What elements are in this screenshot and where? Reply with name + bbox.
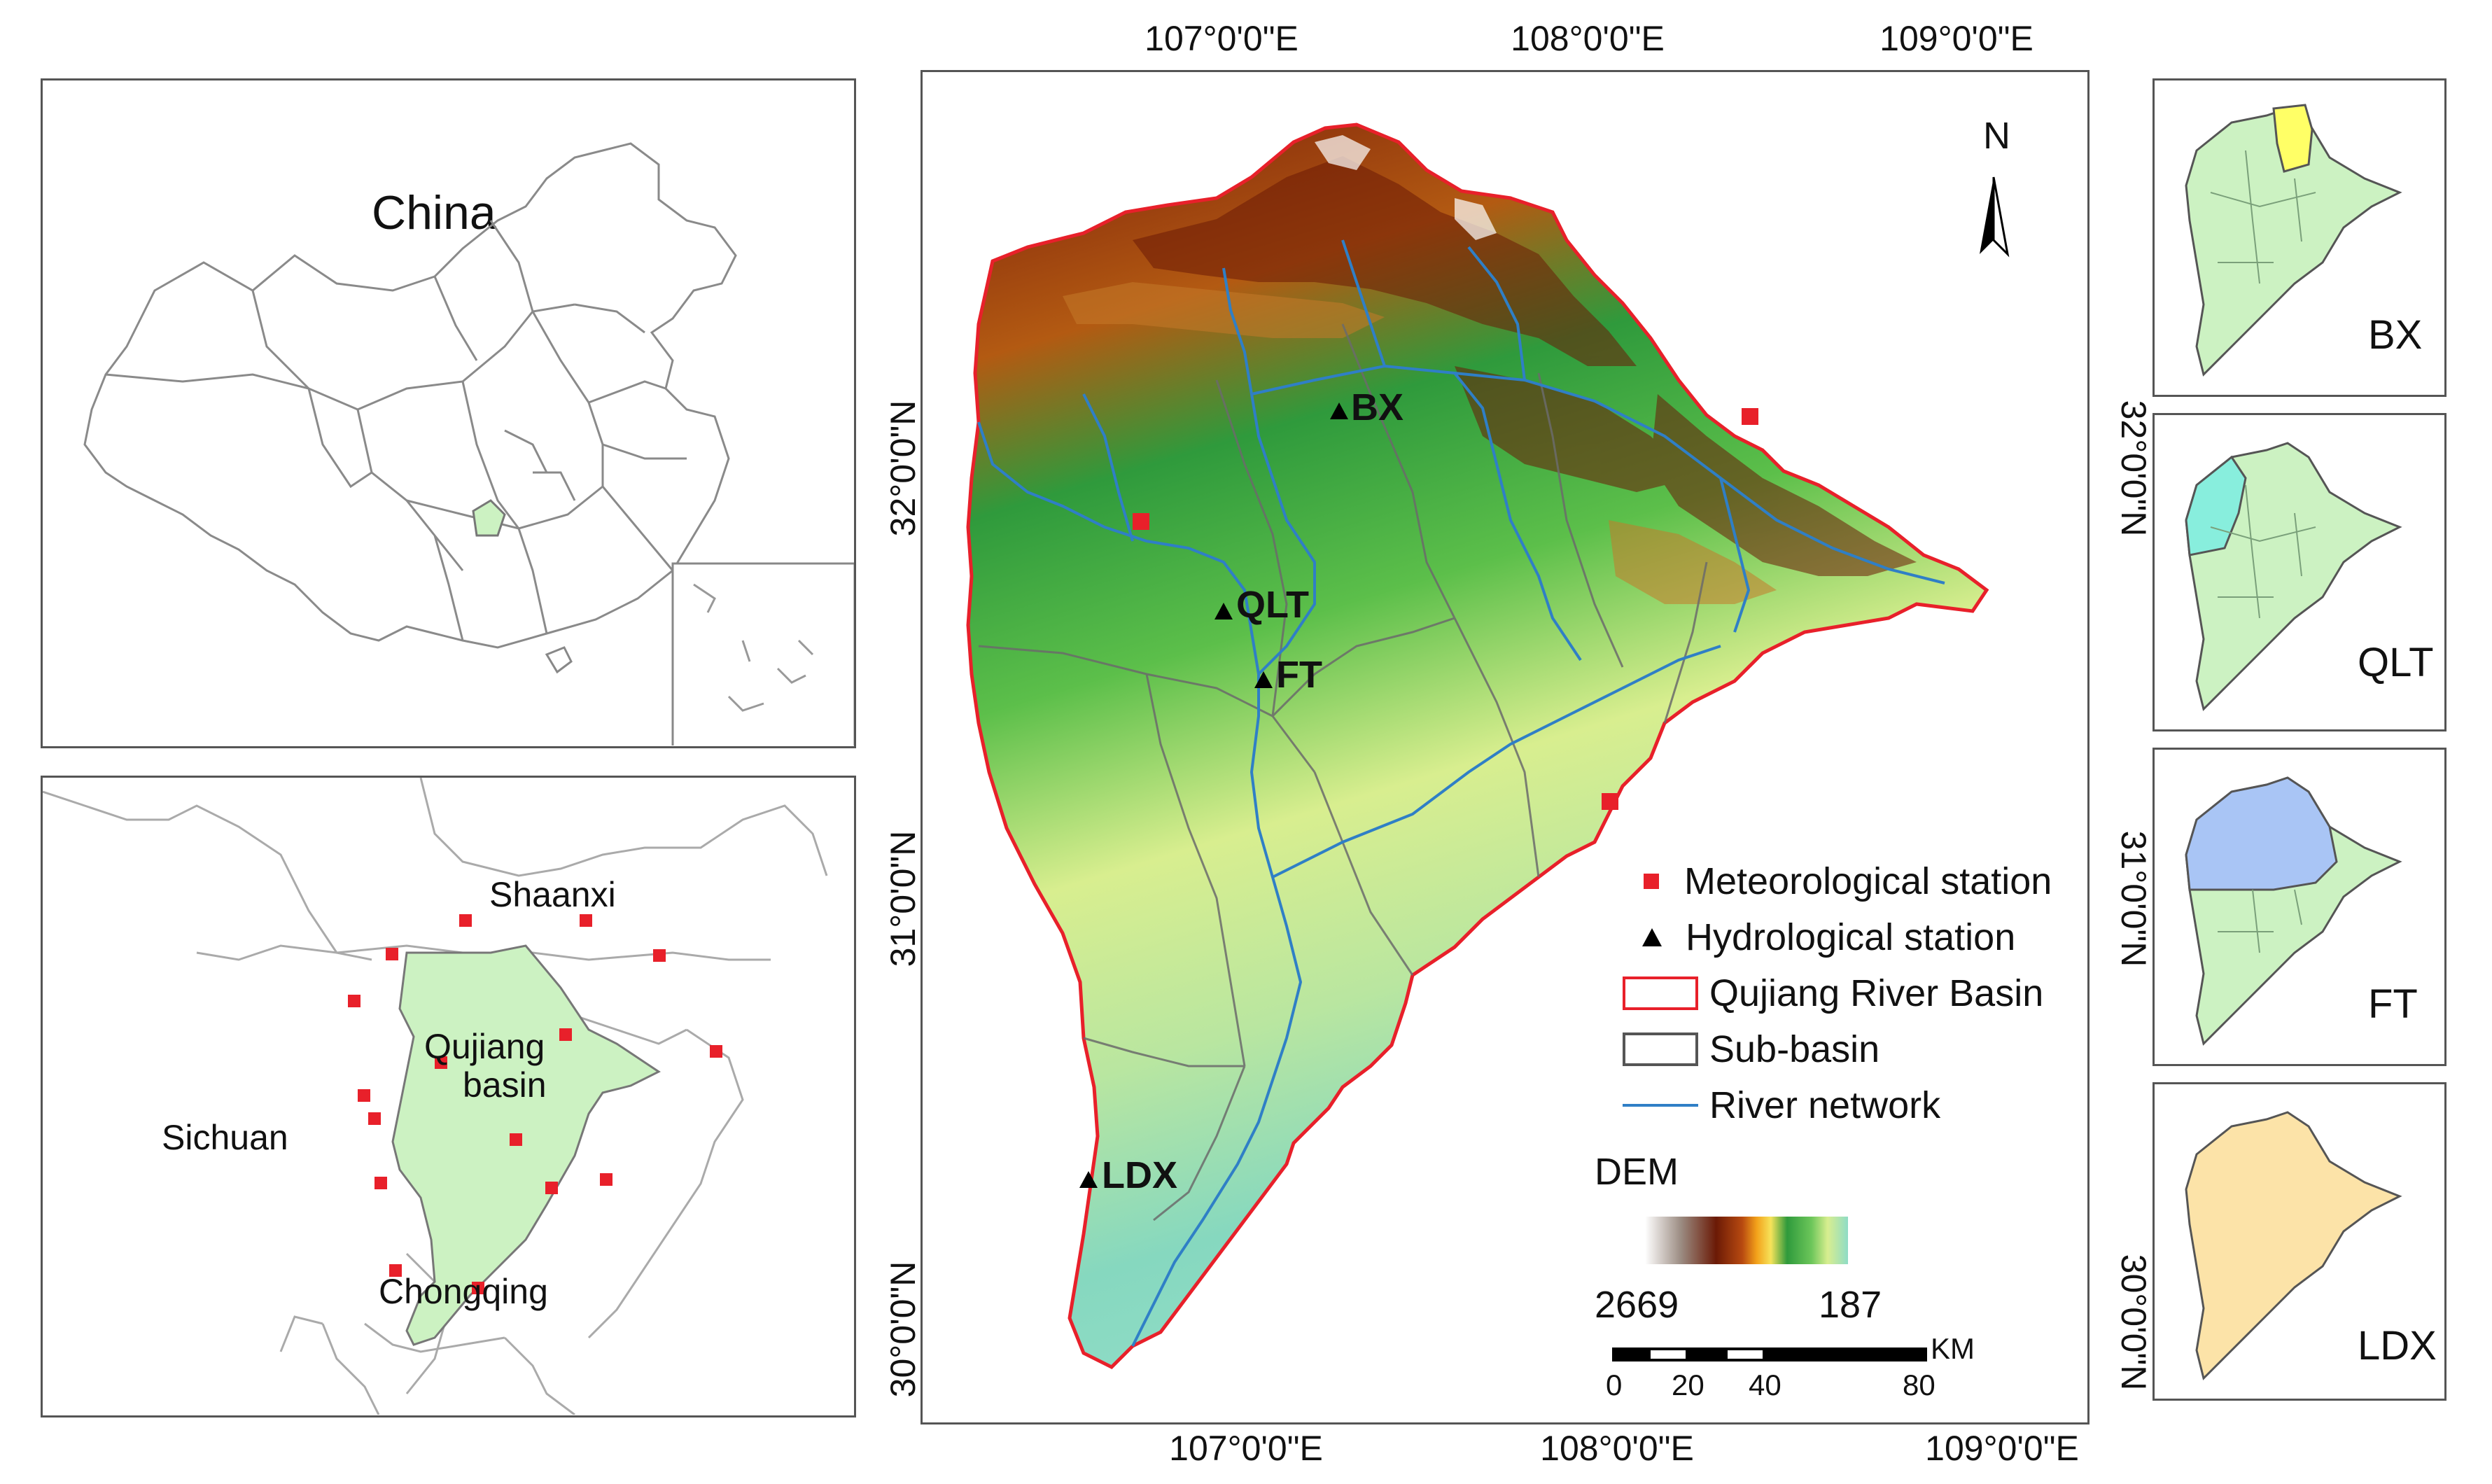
basin-thumbnail-map bbox=[2185, 776, 2402, 1046]
thumbnail-label: FT bbox=[2368, 981, 2418, 1027]
station-label-ft: FT bbox=[1276, 654, 1322, 696]
bottom-lon-108: 108°0'0"E bbox=[1540, 1429, 1694, 1468]
gray-outline-box-icon bbox=[1623, 1032, 1698, 1066]
thumbnail-bx: BX bbox=[2152, 78, 2446, 397]
north-arrow-icon bbox=[1980, 176, 2010, 258]
basin-thumbnail-map bbox=[2185, 442, 2402, 711]
regional-inset-panel: Shaanxi Sichuan Chongqing Qujiang basin bbox=[41, 776, 856, 1418]
north-label: N bbox=[1983, 115, 2010, 157]
province-label-shaanxi: Shaanxi bbox=[489, 875, 616, 914]
scale-tick-40: 40 bbox=[1749, 1368, 1782, 1401]
top-lon-108: 108°0'0"E bbox=[1511, 19, 1665, 58]
legend-label: Meteorological station bbox=[1684, 860, 2052, 902]
blue-line-icon bbox=[1623, 1104, 1698, 1107]
top-lon-109: 109°0'0"E bbox=[1879, 19, 2033, 58]
scale-unit: KM bbox=[1931, 1332, 1975, 1365]
thumbnail-label: BX bbox=[2368, 312, 2423, 358]
left-lat-31: 31°0'0"N bbox=[883, 830, 923, 967]
basin-label-line2: basin bbox=[463, 1065, 547, 1105]
station-label-bx: BX bbox=[1351, 386, 1404, 428]
bottom-lon-107: 107°0'0"E bbox=[1169, 1429, 1323, 1468]
legend-label: Qujiang River Basin bbox=[1709, 972, 2044, 1014]
dem-max-label: 2669 bbox=[1595, 1284, 1679, 1326]
basin-label-line1: Qujiang bbox=[424, 1027, 545, 1066]
thumbnail-label: QLT bbox=[2358, 640, 2434, 685]
legend-item-subbasin: Sub-basin bbox=[1623, 1028, 1879, 1071]
legend-item-river: River network bbox=[1623, 1084, 1940, 1127]
right-lat-32: 32°0'0"N bbox=[2114, 400, 2153, 537]
dem-basin-map bbox=[966, 122, 2010, 1370]
station-label-ldx: LDX bbox=[1102, 1154, 1177, 1196]
dem-min-label: 187 bbox=[1819, 1284, 1882, 1326]
china-outline-map bbox=[83, 142, 854, 746]
legend-label: Hydrological station bbox=[1686, 916, 2016, 958]
province-label-sichuan: Sichuan bbox=[162, 1118, 288, 1157]
scale-tick-80: 80 bbox=[1903, 1368, 1935, 1401]
province-label-chongqing: Chongqing bbox=[379, 1272, 548, 1311]
legend-label: River network bbox=[1709, 1084, 1941, 1126]
legend-item-hydrological: Hydrological station bbox=[1623, 916, 2015, 959]
dem-color-ramp bbox=[1645, 1217, 1848, 1264]
china-inset-panel: China bbox=[41, 78, 856, 748]
legend-label: Sub-basin bbox=[1709, 1028, 1880, 1070]
dem-title: DEM bbox=[1595, 1151, 1679, 1193]
regional-map bbox=[43, 778, 828, 1415]
right-lat-31: 31°0'0"N bbox=[2114, 830, 2153, 967]
top-lon-107: 107°0'0"E bbox=[1144, 19, 1298, 58]
basin-thumbnail-map bbox=[2185, 1111, 2402, 1380]
thumbnail-label: LDX bbox=[2358, 1323, 2437, 1368]
thumbnail-ldx: LDX bbox=[2152, 1082, 2446, 1401]
right-lat-30: 30°0'0"N bbox=[2114, 1254, 2153, 1391]
legend-item-basin: Qujiang River Basin bbox=[1623, 972, 2043, 1015]
left-lat-32: 32°0'0"N bbox=[883, 400, 923, 537]
left-lat-30: 30°0'0"N bbox=[883, 1261, 923, 1398]
legend-item-meteorological: Meteorological station bbox=[1623, 860, 2052, 903]
black-triangle-icon bbox=[1642, 928, 1662, 946]
bottom-lon-109: 109°0'0"E bbox=[1925, 1429, 2079, 1468]
thumbnail-qlt: QLT bbox=[2152, 413, 2446, 732]
scale-tick-20: 20 bbox=[1672, 1368, 1704, 1401]
station-label-qlt: QLT bbox=[1236, 584, 1309, 626]
scale-tick-0: 0 bbox=[1606, 1368, 1623, 1401]
red-square-icon bbox=[1644, 874, 1659, 889]
scale-bar bbox=[1612, 1348, 1927, 1362]
basin-thumbnail-map bbox=[2185, 104, 2402, 377]
thumbnail-ft: FT bbox=[2152, 748, 2446, 1066]
main-map-frame: BX QLT FT LDX N Meteorological station H… bbox=[920, 70, 2090, 1424]
china-label: China bbox=[372, 186, 496, 239]
red-outline-box-icon bbox=[1623, 976, 1698, 1010]
